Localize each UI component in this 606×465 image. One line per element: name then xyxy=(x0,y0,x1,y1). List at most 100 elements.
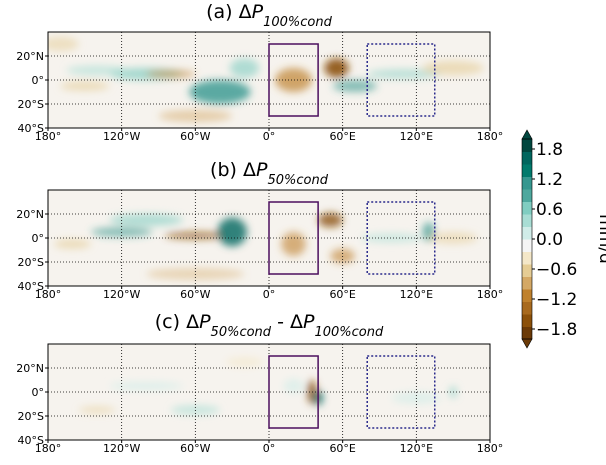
panel-title: (b) ΔP50%cond xyxy=(210,159,329,188)
region-box xyxy=(268,43,319,117)
field-blob xyxy=(367,69,441,79)
field xyxy=(48,36,484,122)
x-tick-label: 120°W xyxy=(103,288,140,301)
x-tick-label: 120°W xyxy=(103,130,140,143)
y-tick-label: 0° xyxy=(32,74,45,87)
x-tick-label: 180° xyxy=(35,130,62,143)
colorbar-label: mm/d xyxy=(595,214,606,264)
colorbar-swatch xyxy=(522,326,532,340)
field-blob xyxy=(281,232,306,256)
field xyxy=(78,357,457,415)
colorbar: 1.8 1.2 0.6 0.0 −0.6 −1.2 −1.8 mm/d xyxy=(521,129,606,349)
field-blob xyxy=(422,60,484,76)
colorbar-extend-top xyxy=(521,129,533,140)
field-blob xyxy=(66,65,128,76)
colorbar-swatch xyxy=(522,289,532,302)
colorbar-tick-label: 0.6 xyxy=(536,200,563,220)
field-blob xyxy=(324,58,349,78)
colorbar-swatch xyxy=(522,239,532,252)
field-blob xyxy=(109,382,184,390)
y-tick-label: 20°N xyxy=(16,50,44,63)
field-blob xyxy=(229,58,260,78)
map-frame xyxy=(47,343,491,441)
colorbar-swatch xyxy=(522,201,532,215)
x-tick-label: 60°E xyxy=(329,288,355,301)
region-box xyxy=(268,201,319,275)
x-tick-label: 180° xyxy=(35,288,62,301)
y-tick-label: 40°S xyxy=(18,280,44,293)
x-tick-label: 60°W xyxy=(180,130,210,143)
title-part: P xyxy=(256,159,268,181)
colorbar-extend-bottom xyxy=(521,338,533,349)
title-part: 50%cond xyxy=(267,173,328,188)
map-panel: 180° 120°W 60°W 0° 60°E 120°E 180°40°S20°S0°20… xyxy=(16,311,503,455)
colorbar-swatch xyxy=(522,301,532,315)
map-frame xyxy=(47,31,491,129)
title-part: P xyxy=(303,311,315,333)
y-tick-label: 0° xyxy=(32,232,45,245)
map-frame xyxy=(47,189,491,287)
colorbar-swatch xyxy=(522,214,532,227)
title-part: 100%cond xyxy=(314,325,384,340)
region-box xyxy=(366,43,436,117)
y-tick-label: 20°N xyxy=(16,362,44,375)
x-tick-label: 0° xyxy=(263,288,276,301)
title-part: (c) Δ xyxy=(155,311,199,333)
x-tick-label: 120°W xyxy=(103,442,140,455)
x-tick-label: 120°E xyxy=(400,442,433,455)
y-tick-label: 0° xyxy=(32,386,45,399)
colorbar-swatch xyxy=(522,276,532,290)
y-tick-label: 20°S xyxy=(18,98,44,111)
colorbar-swatch xyxy=(522,189,532,202)
title-part: P xyxy=(199,311,211,333)
y-tick-label: 40°S xyxy=(18,122,44,135)
map-panel: 180° 120°W 60°W 0° 60°E 120°E 180°40°S20°S0°20… xyxy=(16,1,503,143)
x-tick-label: 0° xyxy=(263,130,276,143)
field-blob xyxy=(283,378,304,394)
field-blob xyxy=(54,239,91,249)
colorbar-swatch xyxy=(522,151,532,165)
title-part: - Δ xyxy=(271,311,303,333)
x-tick-label: 60°W xyxy=(180,288,210,301)
field-blob xyxy=(78,406,116,414)
colorbar-swatch xyxy=(522,139,532,152)
field-blob xyxy=(60,81,110,91)
region-box xyxy=(268,355,319,429)
map-panel: 180° 120°W 60°W 0° 60°E 120°E 180°40°S20°S0°20… xyxy=(16,159,503,301)
panel-title: (c) ΔP50%cond - ΔP100%cond xyxy=(155,311,384,340)
field-blob xyxy=(109,214,184,226)
x-tick-label: 60°E xyxy=(329,130,355,143)
x-tick-label: 180° xyxy=(477,442,504,455)
title-part: 100%cond xyxy=(263,15,333,30)
x-tick-label: 60°W xyxy=(180,442,210,455)
colorbar-tick-label: 1.8 xyxy=(536,140,563,160)
field-blob xyxy=(332,80,378,92)
colorbar-swatch xyxy=(522,176,532,190)
title-part: P xyxy=(252,1,264,23)
field-blob xyxy=(361,233,423,243)
y-tick-label: 40°S xyxy=(18,434,44,447)
colorbar-tick-label: 1.2 xyxy=(536,170,563,190)
field-blob xyxy=(217,217,247,247)
x-tick-label: 120°E xyxy=(400,288,433,301)
colorbar-swatch xyxy=(522,314,532,327)
y-tick-label: 20°S xyxy=(18,410,44,423)
y-tick-label: 20°S xyxy=(18,256,44,269)
x-tick-label: 180° xyxy=(477,288,504,301)
colorbar-swatch xyxy=(522,164,532,177)
field-blob xyxy=(146,70,196,78)
colorbar-swatch xyxy=(522,264,532,277)
colorbar-tick-label: −1.2 xyxy=(536,290,577,310)
title-part: (a) Δ xyxy=(206,1,252,23)
x-tick-label: 180° xyxy=(35,442,62,455)
colorbar-tick-label: 0.0 xyxy=(536,230,563,250)
title-part: 50%cond xyxy=(211,325,272,340)
field-blob xyxy=(318,212,343,228)
region-box xyxy=(366,201,436,275)
x-tick-label: 120°E xyxy=(400,130,433,143)
field-blob xyxy=(48,36,79,52)
field-blob xyxy=(275,68,312,92)
colorbar-tick-label: −1.8 xyxy=(536,320,577,340)
x-tick-label: 0° xyxy=(263,442,276,455)
